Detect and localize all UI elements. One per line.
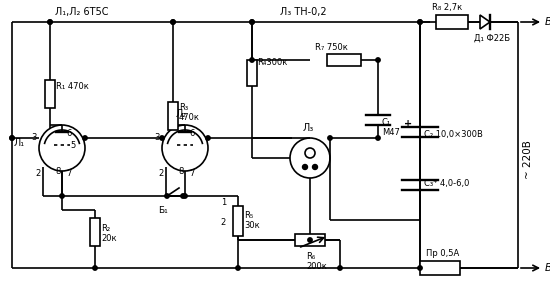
Text: R₆
200к: R₆ 200к bbox=[306, 252, 327, 271]
Text: R₇ 750к: R₇ 750к bbox=[315, 43, 348, 52]
Text: C₂ 10,0×300В: C₂ 10,0×300В bbox=[424, 130, 483, 139]
Circle shape bbox=[206, 136, 210, 140]
Circle shape bbox=[48, 20, 52, 24]
Circle shape bbox=[60, 194, 64, 198]
Text: R₁ 470к: R₁ 470к bbox=[56, 82, 89, 91]
Text: 1: 1 bbox=[221, 198, 226, 207]
Circle shape bbox=[418, 266, 422, 270]
Text: В₂а: В₂а bbox=[545, 17, 550, 27]
Circle shape bbox=[162, 125, 208, 171]
Circle shape bbox=[308, 238, 312, 242]
Text: 2: 2 bbox=[221, 218, 226, 227]
Circle shape bbox=[10, 136, 14, 140]
Circle shape bbox=[305, 148, 315, 158]
Circle shape bbox=[10, 136, 14, 140]
Bar bbox=[168, 102, 178, 130]
Text: 3: 3 bbox=[155, 133, 160, 142]
Circle shape bbox=[48, 20, 52, 24]
Circle shape bbox=[181, 194, 185, 198]
Circle shape bbox=[302, 164, 307, 169]
Circle shape bbox=[250, 20, 254, 24]
Circle shape bbox=[376, 136, 380, 140]
Text: 2: 2 bbox=[36, 169, 41, 178]
Text: Л₂: Л₂ bbox=[175, 109, 186, 119]
Text: 7: 7 bbox=[189, 169, 194, 178]
Text: Л₃: Л₃ bbox=[302, 123, 313, 133]
Text: 6: 6 bbox=[66, 129, 72, 138]
Circle shape bbox=[418, 20, 422, 24]
Circle shape bbox=[160, 136, 164, 140]
Text: Л₃ ТН-0,2: Л₃ ТН-0,2 bbox=[280, 7, 327, 17]
Circle shape bbox=[250, 58, 254, 62]
Circle shape bbox=[418, 20, 422, 24]
Text: 8: 8 bbox=[56, 167, 60, 176]
Text: 7: 7 bbox=[66, 169, 72, 178]
Circle shape bbox=[338, 266, 342, 270]
Bar bbox=[295, 234, 325, 246]
Text: Л₁,Л₂ 6Т5С: Л₁,Л₂ 6Т5С bbox=[55, 7, 108, 17]
Circle shape bbox=[39, 125, 85, 171]
Text: Б₁: Б₁ bbox=[158, 206, 168, 215]
Text: R₅
30к: R₅ 30к bbox=[244, 211, 260, 230]
Text: 2: 2 bbox=[159, 169, 164, 178]
Text: C₁
М47: C₁ М47 bbox=[382, 118, 400, 137]
Bar bbox=[45, 80, 55, 108]
Text: Д₁ Ф22Б: Д₁ Ф22Б bbox=[474, 34, 510, 43]
Text: 6: 6 bbox=[189, 129, 194, 138]
Text: R₄300к: R₄300к bbox=[257, 58, 287, 67]
Text: R₂
20к: R₂ 20к bbox=[101, 224, 117, 243]
Circle shape bbox=[290, 138, 330, 178]
Text: +: + bbox=[404, 119, 412, 129]
Bar bbox=[436, 15, 468, 29]
Circle shape bbox=[183, 194, 187, 198]
Text: ~ 220В: ~ 220В bbox=[523, 141, 533, 180]
Circle shape bbox=[236, 266, 240, 270]
Text: C₃* 4,0-6,0: C₃* 4,0-6,0 bbox=[424, 179, 469, 188]
Circle shape bbox=[165, 194, 169, 198]
Text: 8: 8 bbox=[178, 167, 184, 176]
Text: В₂б: В₂б bbox=[545, 263, 550, 273]
Text: 5: 5 bbox=[70, 142, 75, 151]
Text: Л₁: Л₁ bbox=[14, 138, 25, 148]
Text: R₃
470к: R₃ 470к bbox=[179, 103, 200, 122]
Circle shape bbox=[312, 164, 317, 169]
Circle shape bbox=[171, 20, 175, 24]
Polygon shape bbox=[480, 15, 490, 29]
Circle shape bbox=[93, 266, 97, 270]
Bar bbox=[233, 206, 243, 236]
Bar bbox=[90, 218, 100, 246]
Text: Пр 0,5А: Пр 0,5А bbox=[426, 249, 459, 258]
Circle shape bbox=[376, 58, 380, 62]
Bar bbox=[327, 54, 361, 66]
Bar bbox=[247, 60, 257, 86]
Bar bbox=[420, 261, 460, 275]
Text: 3: 3 bbox=[32, 133, 37, 142]
Circle shape bbox=[328, 136, 332, 140]
Circle shape bbox=[250, 20, 254, 24]
Circle shape bbox=[83, 136, 87, 140]
Text: R₈ 2,7к: R₈ 2,7к bbox=[432, 3, 462, 12]
Circle shape bbox=[171, 20, 175, 24]
